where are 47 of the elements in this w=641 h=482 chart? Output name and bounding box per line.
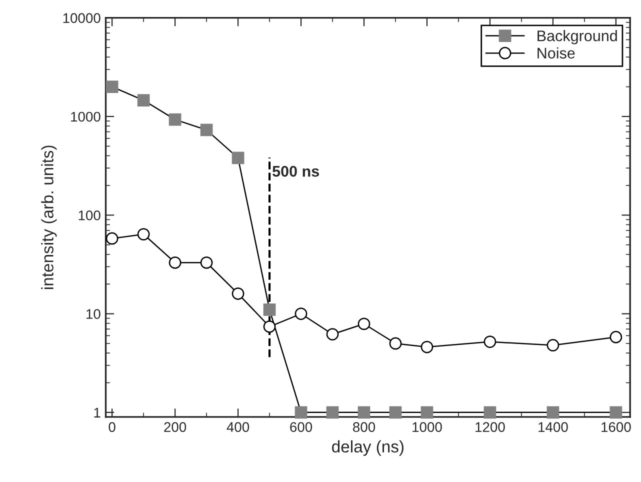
x-tick-label: 600 xyxy=(290,422,312,432)
x-tick-label: 1600 xyxy=(602,422,631,432)
point xyxy=(200,124,213,136)
legend-label: Noise xyxy=(538,47,575,59)
point xyxy=(168,256,182,269)
x-tick-label: 1000 xyxy=(412,422,442,432)
y-tick-label: 1000 xyxy=(71,112,100,122)
point xyxy=(232,287,244,300)
point xyxy=(263,304,276,316)
point xyxy=(358,406,370,419)
x-tick-label: 1400 xyxy=(538,422,568,432)
point xyxy=(326,406,339,419)
point xyxy=(106,232,118,245)
y-tick-label: 10000 xyxy=(63,13,100,24)
point xyxy=(294,406,308,419)
y-tick-label: 1 xyxy=(94,408,100,418)
point xyxy=(106,80,118,93)
x-axis-title: delay (ns) xyxy=(332,440,404,456)
point xyxy=(263,320,276,333)
point xyxy=(420,340,434,354)
point xyxy=(200,256,213,269)
y-tick-label: 100 xyxy=(78,210,100,220)
x-tick-label: 1200 xyxy=(476,422,505,432)
point xyxy=(546,339,560,352)
point xyxy=(389,337,402,350)
point xyxy=(420,406,434,419)
x-tick-label: 800 xyxy=(353,422,376,432)
point xyxy=(137,94,150,106)
point xyxy=(137,228,150,240)
point xyxy=(232,152,244,164)
point xyxy=(610,406,622,419)
x-tick-label: 400 xyxy=(226,422,250,432)
point xyxy=(610,330,622,344)
point xyxy=(484,336,496,348)
x-tick-label: 200 xyxy=(164,422,186,432)
point xyxy=(389,406,402,419)
ref-line-label: 500 ns xyxy=(272,166,319,177)
point xyxy=(358,318,370,330)
y-axis-title: intensity (arb. units) xyxy=(41,146,57,289)
y-tick-label: 10 xyxy=(86,309,100,319)
x-tick-label: 0 xyxy=(108,422,116,432)
point xyxy=(326,328,339,340)
point xyxy=(294,308,308,320)
point xyxy=(168,113,182,126)
legend-label: Background xyxy=(538,30,617,44)
point xyxy=(484,406,496,419)
point xyxy=(546,406,560,419)
